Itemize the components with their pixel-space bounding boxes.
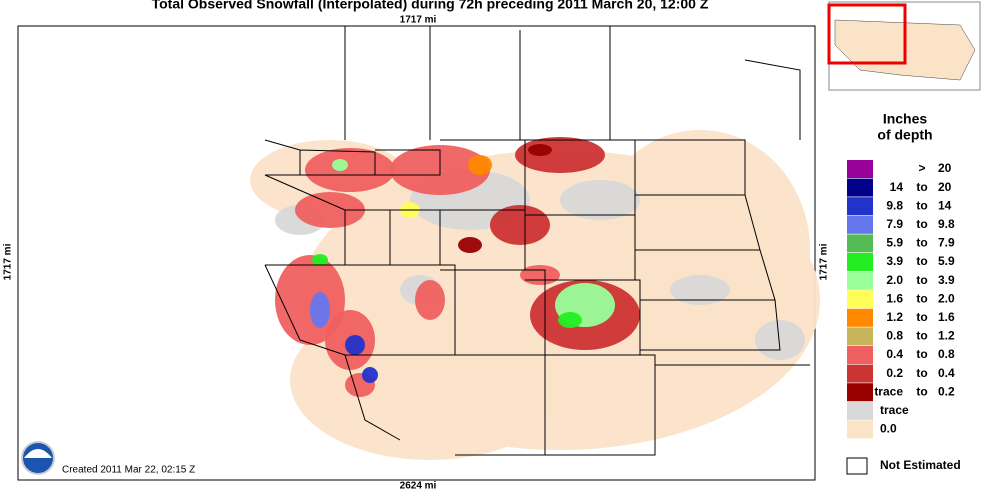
snow-area <box>458 237 482 253</box>
legend-swatch <box>847 401 873 420</box>
legend-label: to <box>916 236 927 250</box>
legend-label: to <box>916 198 927 212</box>
snow-area <box>670 275 730 305</box>
legend-label: 9.8 <box>886 198 903 212</box>
snow-area <box>312 254 328 266</box>
snow-area <box>558 312 582 328</box>
snow-area <box>560 180 640 220</box>
legend: >20 14 to 20 9.8 to 14 7.9 to 9.8 5.9 to 7.9 3.9 to 5.9… <box>847 160 955 439</box>
snow-area <box>415 280 445 320</box>
legend-label: 3.9 <box>938 273 955 287</box>
legend-swatch <box>847 234 873 253</box>
legend-label: 2.0 <box>938 291 955 305</box>
legend-swatch <box>847 253 873 271</box>
boundaries <box>264 26 810 456</box>
left-scale: 1717 mi <box>3 243 14 280</box>
legend-label: to <box>916 310 927 324</box>
legend-swatch <box>847 197 873 216</box>
legend-label: 14 <box>938 198 952 212</box>
snow-area <box>490 205 550 245</box>
legend-label: 20 <box>938 161 952 175</box>
noaa-logo <box>21 441 55 475</box>
legend-swatch <box>847 290 873 309</box>
legend-swatch <box>847 327 873 346</box>
legend-label: 0.4 <box>938 366 955 380</box>
legend-label: 7.9 <box>886 217 903 231</box>
snow-area <box>345 335 365 355</box>
snow-area <box>520 265 560 285</box>
top-scale: 1717 mi <box>400 15 437 26</box>
legend-title: Inches <box>883 111 928 127</box>
legend-label: > <box>918 161 925 175</box>
legend-label: 14 <box>890 180 904 194</box>
legend-label: to <box>916 291 927 305</box>
legend-swatch <box>847 308 873 327</box>
legend-label: 3.9 <box>886 254 903 268</box>
legend-label: to <box>916 273 927 287</box>
legend-swatch <box>847 160 873 178</box>
legend-label: 5.9 <box>938 254 955 268</box>
legend-label: to <box>916 254 927 268</box>
title: Total Observed Snowfall (Interpolated) d… <box>152 0 709 12</box>
legend-swatch <box>846 457 868 475</box>
legend-label: to <box>916 217 927 231</box>
snow-layer <box>250 130 820 460</box>
legend-label: 5.9 <box>886 236 903 250</box>
legend-label: 1.2 <box>886 310 903 324</box>
legend-label: 1.2 <box>938 329 955 343</box>
legend-swatch <box>847 346 873 364</box>
snow-area <box>468 155 492 175</box>
legend-label: 2.0 <box>886 273 903 287</box>
snow-area <box>275 255 345 345</box>
legend-swatch <box>847 215 873 234</box>
snow-area <box>305 148 395 192</box>
snow-area <box>295 192 365 228</box>
legend-swatch <box>847 178 873 197</box>
right-scale: 1717 mi <box>819 243 830 280</box>
legend-label: 9.8 <box>938 217 955 231</box>
snow-area <box>310 292 330 328</box>
legend-title: of depth <box>877 127 932 143</box>
legend-label: 0.0 <box>880 422 897 436</box>
snow-area <box>755 320 805 360</box>
legend-swatch <box>847 271 873 290</box>
inset-map <box>827 1 981 91</box>
legend-label: Not Estimated <box>880 458 961 472</box>
legend-label: 20 <box>938 180 952 194</box>
legend-label: to <box>916 329 927 343</box>
snow-area <box>528 144 552 156</box>
legend-label: trace <box>874 384 903 398</box>
legend-label: 0.2 <box>886 366 903 380</box>
snow-area <box>332 159 348 171</box>
created-note: Created 2011 Mar 22, 02:15 Z <box>62 465 195 476</box>
legend-swatch <box>847 364 873 383</box>
legend-label: to <box>916 384 927 398</box>
snow-area <box>362 367 378 383</box>
legend-label: 0.4 <box>886 347 903 361</box>
legend-swatch <box>847 420 873 439</box>
legend-swatch <box>847 383 873 402</box>
legend-label: to <box>916 180 927 194</box>
snow-area <box>515 137 605 173</box>
legend-label: to <box>916 366 927 380</box>
legend-label: trace <box>880 403 909 417</box>
legend-label: 1.6 <box>886 291 903 305</box>
legend-label: to <box>916 347 927 361</box>
legend-label: 0.2 <box>938 384 955 398</box>
bottom-scale: 2624 mi <box>400 481 437 491</box>
legend-label: 1.6 <box>938 310 955 324</box>
legend-label: 0.8 <box>938 347 955 361</box>
legend-label: 7.9 <box>938 236 955 250</box>
legend-label: 0.8 <box>886 329 903 343</box>
